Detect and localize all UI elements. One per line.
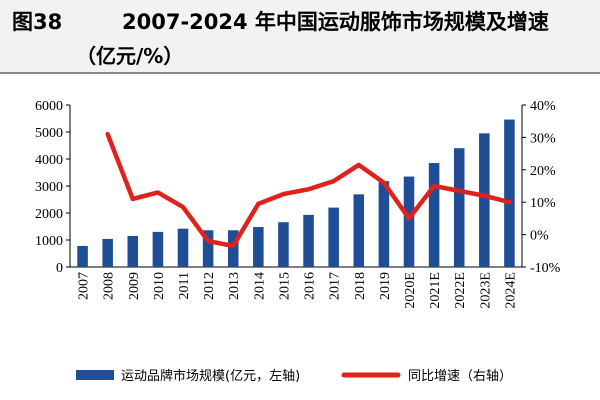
bar-2022E	[453, 148, 465, 267]
bar-2015	[278, 222, 289, 267]
y-left-tick-label: 5000	[35, 126, 63, 141]
x-tick-label-2016: 2016	[303, 272, 318, 300]
bar-2011	[177, 228, 189, 267]
bar-2021E	[428, 163, 440, 267]
x-tick-label-2015: 2015	[277, 272, 292, 300]
y-left-tick-label: 2000	[35, 207, 63, 222]
bar-2009	[127, 235, 139, 267]
bar-2018	[353, 194, 365, 267]
x-tick-label-2020E: 2020E	[403, 272, 418, 309]
x-tick-label-2017: 2017	[328, 272, 343, 300]
x-tick-label-2008: 2008	[102, 272, 117, 300]
y-right-tick-label: 20%	[530, 164, 556, 179]
x-tick-label-2012: 2012	[202, 272, 217, 300]
bar-2013	[227, 230, 239, 267]
bar-2017	[328, 207, 339, 267]
y-left-tick-label: 4000	[35, 153, 63, 168]
x-tick-labels: 2007 2008 2009 2010 2011 2012 2013 2014 2015 2016…	[77, 272, 519, 309]
figure-unit: （亿元/%）	[76, 44, 184, 68]
bar-2023E	[479, 133, 490, 267]
x-tick-label-2024E: 2024E	[503, 272, 518, 309]
x-tick-label-2010: 2010	[152, 272, 167, 300]
bar-2008	[102, 238, 113, 267]
x-tick-label-2011: 2011	[177, 272, 192, 299]
y-right-tick-label: 0%	[530, 229, 549, 244]
y-right-tick-label: 30%	[530, 131, 556, 146]
x-tick-label-2007: 2007	[77, 272, 92, 300]
bar-2024E	[504, 119, 515, 267]
y-left-tick-label: 1000	[35, 234, 63, 249]
bar-2014	[253, 227, 264, 267]
combo-chart: 0 1000 2000 3000 4000 5000 6000 -10% 0% 10% 20% 30%…	[35, 99, 561, 384]
figure-title: 2007-2024 年中国运动服饰市场规模及增速	[122, 10, 549, 34]
bar-2007	[77, 245, 88, 267]
x-tick-label-2019: 2019	[378, 272, 393, 300]
x-tick-label-2022E: 2022E	[453, 272, 468, 309]
bar-2019	[378, 181, 390, 267]
y-left-tick-label: 3000	[35, 180, 63, 195]
y-left-tick-label: 0	[56, 261, 63, 276]
bar-2010	[152, 231, 164, 267]
chart-axes: 0 1000 2000 3000 4000 5000 6000 -10% 0% 10% 20% 30%…	[35, 99, 561, 276]
growth-rate-line	[105, 131, 512, 249]
x-tick-label-2018: 2018	[353, 272, 368, 300]
bar-2016	[303, 214, 314, 267]
bar-2020E	[403, 176, 415, 267]
x-tick-label-2021E: 2021E	[428, 272, 443, 309]
chart-legend: 运动品牌市场规模(亿元，左轴) 同比增速（右轴）	[76, 368, 512, 384]
y-right-tick-label: -10%	[530, 261, 561, 276]
x-tick-label-2009: 2009	[127, 272, 142, 300]
legend-bar-swatch	[76, 370, 114, 380]
figure-number: 图38	[12, 10, 63, 34]
legend-bar-label: 运动品牌市场规模(亿元，左轴)	[121, 368, 300, 384]
y-right-tick-label: 10%	[530, 196, 556, 211]
y-right-tick-label: 40%	[530, 99, 556, 114]
x-tick-label-2013: 2013	[227, 272, 242, 300]
bar-2012	[202, 230, 214, 267]
bar-series	[77, 119, 515, 267]
x-tick-label-2014: 2014	[252, 272, 267, 300]
figure-header: 图38 2007-2024 年中国运动服饰市场规模及增速 （亿元/%）	[0, 0, 600, 74]
line-series	[105, 131, 512, 249]
y-left-tick-label: 6000	[35, 99, 63, 114]
x-tick-label-2023E: 2023E	[478, 272, 493, 309]
legend-line-label: 同比增速（右轴）	[408, 369, 512, 384]
